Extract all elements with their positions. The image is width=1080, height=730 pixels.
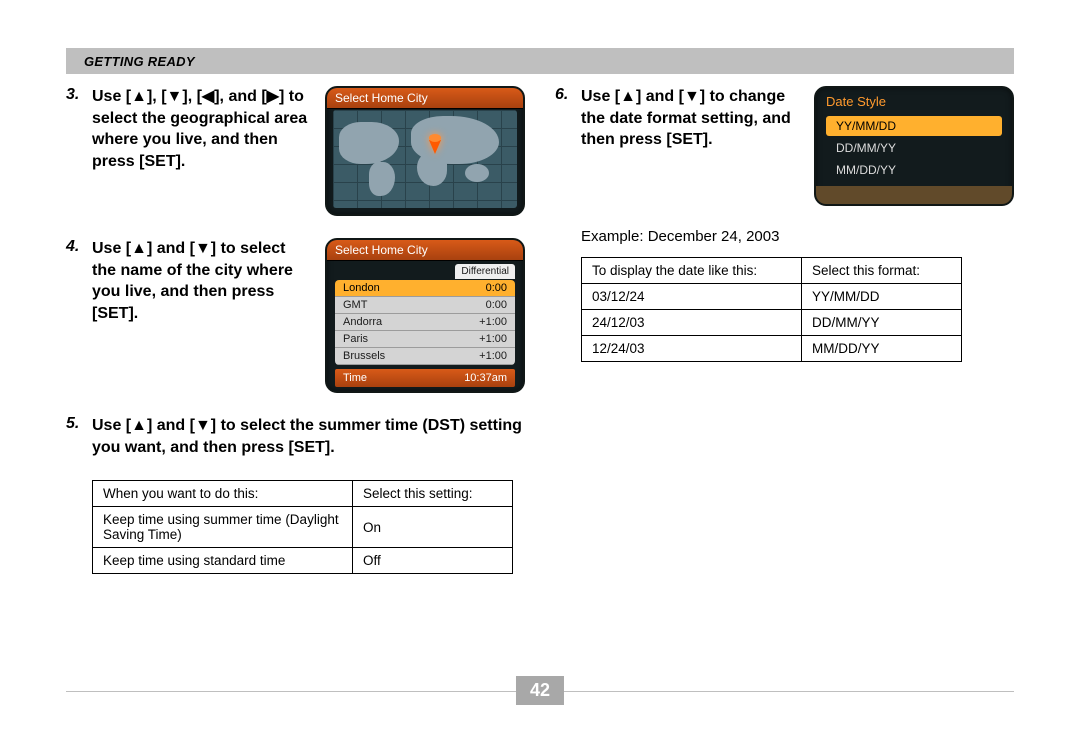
lcd-city-title: Select Home City (327, 240, 523, 261)
table-header: Select this setting: (353, 481, 513, 507)
right-column: 6. Use [▲] and [▼] to change the date fo… (555, 86, 1014, 670)
step-3-figure: Select Home City (325, 86, 525, 216)
step-6-figure: Date Style YY/MM/DDDD/MM/YYMM/DD/YY (814, 86, 1014, 206)
step-6: 6. Use [▲] and [▼] to change the date fo… (555, 86, 1014, 206)
city-row: Paris +1:00 (335, 331, 515, 348)
page-number-badge: 42 (516, 676, 564, 705)
city-row: Andorra +1:00 (335, 314, 515, 331)
city-name: London (343, 282, 380, 294)
lcd-map-title: Select Home City (327, 88, 523, 109)
date-format-table: To display the date like this:Select thi… (581, 257, 962, 362)
step-number: 4. (66, 238, 92, 393)
lcd-footer-band (816, 186, 1012, 204)
dst-table: When you want to do this:Select this set… (92, 480, 513, 574)
table-cell: On (353, 507, 513, 548)
time-footer: Time 10:37am (335, 369, 515, 387)
city-row: GMT 0:00 (335, 297, 515, 314)
table-cell: Keep time using standard time (93, 548, 353, 574)
time-value: 10:37am (464, 372, 507, 384)
step-6-text: Use [▲] and [▼] to change the date forma… (581, 86, 798, 206)
step-5: 5. Use [▲] and [▼] to select the summer … (66, 415, 525, 458)
table-row: Keep time using standard timeOff (93, 548, 513, 574)
world-map (333, 110, 517, 208)
differential-label: Differential (455, 264, 515, 279)
step-3: 3. Use [▲], [▼], [◀], and [▶] to select … (66, 86, 525, 216)
left-column: 3. Use [▲], [▼], [◀], and [▶] to select … (66, 86, 525, 670)
table-cell: Keep time using summer time (Daylight Sa… (93, 507, 353, 548)
date-options: YY/MM/DDDD/MM/YYMM/DD/YY (826, 116, 1002, 180)
step-number: 6. (555, 86, 581, 206)
city-name: Brussels (343, 350, 385, 362)
city-offset: +1:00 (479, 316, 507, 328)
city-name: Paris (343, 333, 368, 345)
city-offset: 0:00 (486, 282, 507, 294)
table-cell: 03/12/24 (582, 284, 802, 310)
table-row: 24/12/03DD/MM/YY (582, 310, 962, 336)
city-offset: 0:00 (486, 299, 507, 311)
table-cell: 24/12/03 (582, 310, 802, 336)
example-text: Example: December 24, 2003 (581, 228, 1014, 245)
table-header: To display the date like this: (582, 258, 802, 284)
step-4-text: Use [▲] and [▼] to select the name of th… (92, 238, 309, 393)
table-row: 03/12/24YY/MM/DD (582, 284, 962, 310)
lcd-city-screen: Select Home City Differential London 0:00… (325, 238, 525, 393)
step-4-figure: Select Home City Differential London 0:00… (325, 238, 525, 393)
step-4: 4. Use [▲] and [▼] to select the name of… (66, 238, 525, 393)
step-number: 5. (66, 415, 92, 458)
date-option: DD/MM/YY (826, 138, 1002, 158)
page-content: 3. Use [▲], [▼], [◀], and [▶] to select … (66, 86, 1014, 670)
city-name: GMT (343, 299, 367, 311)
section-header: GETTING READY (66, 48, 1014, 74)
table-cell: 12/24/03 (582, 336, 802, 362)
city-row: Brussels +1:00 (335, 348, 515, 365)
table-cell: MM/DD/YY (802, 336, 962, 362)
step-5-text: Use [▲] and [▼] to select the summer tim… (92, 415, 525, 458)
table-cell: DD/MM/YY (802, 310, 962, 336)
city-offset: +1:00 (479, 350, 507, 362)
table-cell: YY/MM/DD (802, 284, 962, 310)
table-header: Select this format: (802, 258, 962, 284)
lcd-map-screen: Select Home City (325, 86, 525, 216)
step-number: 3. (66, 86, 92, 216)
city-offset: +1:00 (479, 333, 507, 345)
city-name: Andorra (343, 316, 382, 328)
table-cell: Off (353, 548, 513, 574)
step-3-text: Use [▲], [▼], [◀], and [▶] to select the… (92, 86, 309, 216)
city-list: London0:00GMT0:00Andorra+1:00Paris+1:00B… (335, 280, 515, 365)
table-row: 12/24/03MM/DD/YY (582, 336, 962, 362)
date-option: YY/MM/DD (826, 116, 1002, 136)
time-label: Time (343, 372, 367, 384)
lcd-date-title: Date Style (816, 88, 1012, 112)
lcd-date-screen: Date Style YY/MM/DDDD/MM/YYMM/DD/YY (814, 86, 1014, 206)
page-footer: 42 (66, 676, 1014, 706)
table-header: When you want to do this: (93, 481, 353, 507)
section-title: GETTING READY (84, 54, 195, 69)
city-row: London 0:00 (335, 280, 515, 297)
table-row: Keep time using summer time (Daylight Sa… (93, 507, 513, 548)
map-marker-icon (429, 140, 441, 154)
date-option: MM/DD/YY (826, 160, 1002, 180)
